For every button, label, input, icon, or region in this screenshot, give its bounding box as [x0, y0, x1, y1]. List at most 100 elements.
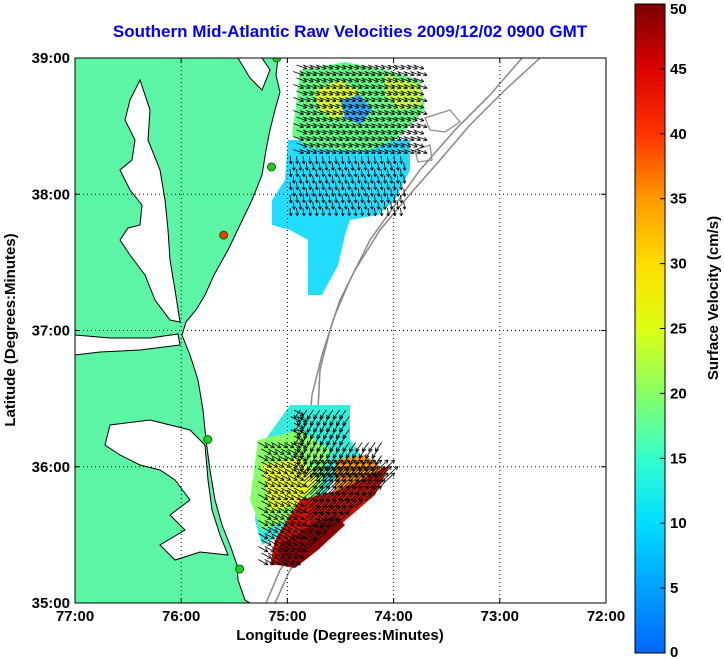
velocity-vector	[313, 448, 321, 459]
isobath-offshore-loop	[414, 109, 461, 163]
velocity-vector	[354, 129, 366, 135]
velocity-vector	[271, 494, 282, 501]
velocity-vector	[351, 162, 354, 171]
velocity-vector-head	[399, 173, 404, 178]
velocity-vector	[271, 559, 282, 566]
velocity-vector	[300, 435, 308, 446]
velocity-vector	[297, 494, 308, 501]
velocity-vector	[400, 116, 411, 122]
colorbar-tick-label: 0	[670, 644, 678, 659]
velocity-vector	[312, 84, 324, 89]
velocity-vector-head	[374, 479, 379, 484]
velocity-vector	[352, 459, 369, 476]
velocity-vector	[325, 84, 337, 89]
velocity-vector	[293, 84, 304, 89]
velocity-vector	[351, 110, 363, 115]
velocity-vector	[384, 97, 395, 102]
velocity-vector-head	[299, 85, 304, 90]
velocity-vector-head	[270, 457, 275, 462]
velocity-vector	[354, 168, 357, 177]
velocity-vector-head	[335, 130, 340, 135]
velocity-vector	[393, 181, 396, 190]
velocity-vector	[296, 442, 305, 452]
velocity-vector	[274, 552, 285, 559]
velocity-vector	[293, 461, 301, 472]
velocity-vector-head	[322, 479, 327, 484]
velocity-vector	[309, 442, 318, 452]
velocity-vector-head	[280, 476, 285, 481]
velocity-vector-head	[295, 173, 300, 178]
radar-station-marker	[272, 58, 282, 63]
velocity-vector-head	[377, 150, 382, 155]
velocity-vector-head	[263, 483, 269, 488]
velocity-vector	[293, 448, 301, 459]
velocity-vector	[410, 97, 421, 102]
velocity-vector-head	[354, 466, 360, 471]
velocity-vector-head	[322, 104, 327, 109]
velocity-vector-head	[400, 78, 405, 83]
velocity-vector	[293, 71, 304, 76]
velocity-vector	[300, 485, 317, 502]
velocity-vector	[319, 448, 327, 459]
velocity-vector-head	[383, 206, 387, 210]
velocity-vector	[315, 142, 327, 148]
velocity-vector	[352, 448, 360, 459]
velocity-vector-head	[299, 72, 304, 77]
velocity-vector	[312, 123, 324, 128]
velocity-vector-head	[328, 518, 334, 523]
velocity-vector-head	[283, 548, 288, 553]
velocity-vector	[344, 162, 347, 171]
velocity-vector-head	[293, 554, 298, 559]
velocity-vector	[309, 416, 318, 426]
velocity-vector	[400, 103, 411, 109]
velocity-vector	[290, 429, 301, 436]
velocity-vector	[335, 505, 353, 521]
velocity-vector-head	[351, 72, 356, 77]
velocity-vector	[277, 494, 288, 501]
velocity-vector	[309, 90, 320, 96]
velocity-vector-head	[348, 505, 353, 510]
velocity-vector	[306, 123, 317, 128]
velocity-vector-head	[387, 143, 392, 148]
velocity-vector-head	[314, 212, 319, 217]
velocity-vector	[355, 455, 363, 465]
velocity-vector-head	[280, 528, 285, 533]
velocity-vector-head	[364, 111, 369, 116]
velocity-vector	[384, 110, 395, 115]
velocity-vector	[364, 110, 376, 115]
velocity-vector	[406, 77, 418, 83]
velocity-vector	[354, 194, 357, 203]
velocity-vector-head	[397, 85, 402, 90]
velocity-vector	[319, 485, 337, 502]
velocity-vector	[313, 524, 330, 541]
velocity-vector	[348, 129, 359, 135]
velocity-vector	[397, 123, 408, 128]
velocity-vector	[293, 97, 304, 102]
velocity-vector-head	[263, 548, 269, 553]
velocity-vector-head	[301, 186, 306, 191]
velocity-vector-head	[389, 167, 394, 171]
velocity-vector-head	[341, 78, 347, 83]
velocity-vector-head	[371, 472, 376, 477]
velocity-vector-head	[273, 515, 278, 520]
velocity-vector	[393, 64, 405, 70]
velocity-vector-head	[299, 111, 304, 116]
velocity-vector-head	[354, 130, 360, 135]
velocity-vector	[267, 448, 278, 455]
velocity-vector	[358, 110, 369, 115]
velocity-vector-head	[413, 78, 418, 83]
velocity-vector-head	[319, 150, 324, 155]
velocity-vector	[300, 537, 317, 554]
velocity-vector	[305, 162, 308, 171]
velocity-vector-head	[315, 479, 321, 484]
velocity-vector	[345, 448, 353, 459]
velocity-vector	[387, 116, 398, 122]
velocity-vector	[413, 129, 424, 135]
velocity-vector	[335, 129, 346, 135]
velocity-vector	[393, 129, 405, 135]
velocity-vector	[406, 90, 418, 96]
velocity-vector	[296, 77, 307, 83]
velocity-vector-head	[325, 150, 330, 155]
velocity-vector	[367, 194, 370, 203]
velocity-vector	[293, 123, 304, 128]
